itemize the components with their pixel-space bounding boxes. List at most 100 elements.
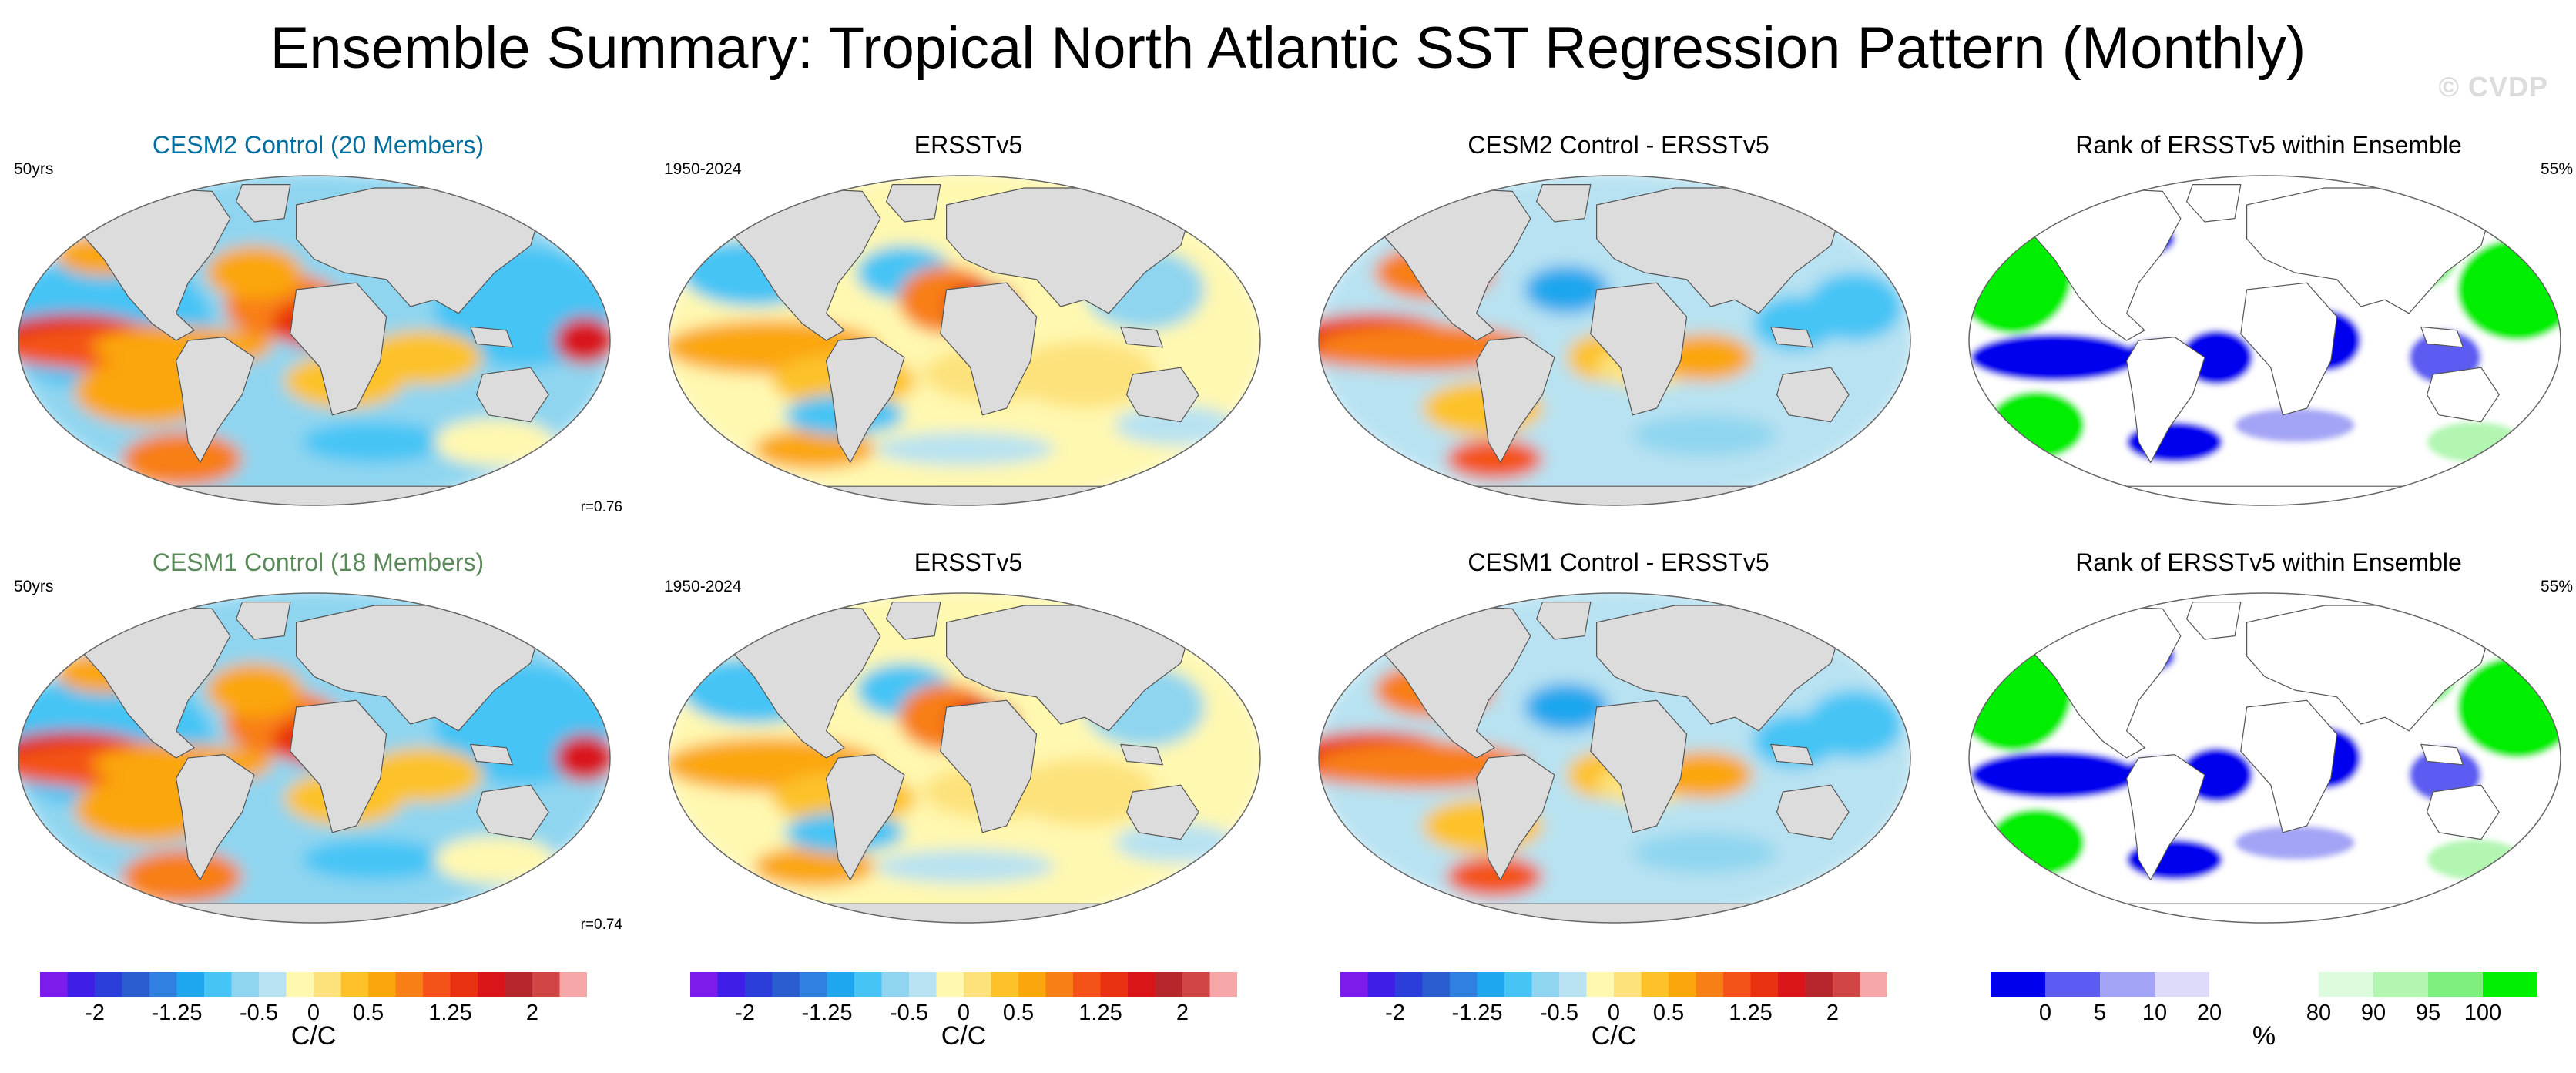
period-label: 1950-2024 xyxy=(664,160,742,178)
land-australia xyxy=(1125,784,1199,840)
colorbar-swatch xyxy=(95,972,122,997)
colorbar-swatch xyxy=(314,972,341,997)
colorbar-swatch xyxy=(1155,972,1183,997)
land-greenland xyxy=(1536,602,1592,640)
colorbar-swatch xyxy=(478,972,505,997)
land-antarctica xyxy=(1446,485,1784,505)
land-samerica xyxy=(176,337,255,463)
land-greenland xyxy=(886,184,941,223)
world-map xyxy=(1968,175,2561,506)
colorbar-swatch xyxy=(505,972,533,997)
colorbar-swatch xyxy=(559,972,587,997)
colorbar-swatch xyxy=(964,972,991,997)
map-border xyxy=(1968,175,2561,506)
colorbar-swatch xyxy=(745,972,773,997)
colorbar-swatch xyxy=(1450,972,1478,997)
field-anomaly xyxy=(1524,266,1609,314)
land-australia xyxy=(1776,784,1850,840)
land-namerica xyxy=(723,605,881,759)
land-samerica xyxy=(826,337,905,463)
colorbar-swatch xyxy=(1367,972,1396,997)
land-greenland xyxy=(236,602,291,640)
colorbar-swatch xyxy=(1696,972,1724,997)
field-anomaly xyxy=(434,418,555,466)
land-africa xyxy=(940,282,1038,416)
colorbar-tick-label: 0 xyxy=(2039,1001,2051,1023)
colorbar-tick-label: 1.25 xyxy=(1078,1001,1122,1023)
land-greenland xyxy=(236,184,291,223)
land-indonesia xyxy=(470,743,514,766)
colorbar-graphic: -2 -1.25 -0.5 0 0.5 1.25 2 xyxy=(690,972,1237,1023)
land-greenland xyxy=(1536,184,1592,223)
colorbar-swatch xyxy=(1073,972,1101,997)
panel-title: Rank of ERSSTv5 within Ensemble xyxy=(2075,131,2462,159)
land-antarctica xyxy=(146,903,484,923)
land-antarctica xyxy=(146,485,484,505)
colorbar-swatch xyxy=(2428,972,2484,997)
map-border xyxy=(1318,592,1911,924)
colorbar-swatch xyxy=(772,972,800,997)
land-samerica xyxy=(1476,337,1555,463)
map-panel-obs: ERSSTv5 1950-2024 xyxy=(664,129,1273,530)
land-africa xyxy=(290,699,387,833)
field-anomaly xyxy=(1632,832,1777,873)
colorbar-swatch xyxy=(991,972,1019,997)
land-australia xyxy=(1776,367,1850,423)
colorbar-tick-label: -1.25 xyxy=(1451,1001,1502,1023)
land-namerica xyxy=(723,187,881,341)
colorbar-swatch xyxy=(1340,972,1368,997)
field-anomaly xyxy=(206,245,303,300)
colorbar-swatch xyxy=(1641,972,1669,997)
land-namerica xyxy=(73,187,231,341)
colorbar-sst-3: -2 -1.25 -0.5 0 0.5 1.25 2 C/C xyxy=(1340,969,1887,1054)
colorbar-tick-label: -0.5 xyxy=(1540,1001,1578,1023)
colorbar-tick-label: -1.25 xyxy=(801,1001,852,1023)
field-anomaly xyxy=(874,431,1055,466)
land-indonesia xyxy=(1770,743,1814,766)
colorbar-swatch xyxy=(1018,972,1046,997)
colorbar-units: C/C xyxy=(941,1021,987,1051)
field-anomaly xyxy=(1012,340,1157,408)
field-anomaly xyxy=(1806,273,1903,340)
colorbar-swatch xyxy=(340,972,369,997)
colorbar-tick-label: -2 xyxy=(735,1001,755,1023)
land-samerica xyxy=(1476,754,1555,880)
watermark: © CVDP xyxy=(2438,71,2548,102)
colorbar-tick-label: -0.5 xyxy=(240,1001,278,1023)
land-namerica xyxy=(73,605,231,759)
field-anomaly xyxy=(302,421,447,463)
colorbar-swatch xyxy=(231,972,260,997)
colorbar-swatch xyxy=(1045,972,1074,997)
field-anomaly xyxy=(1446,856,1543,897)
pattern-correlation: r=0.76 xyxy=(580,499,622,515)
land-antarctica xyxy=(2096,903,2434,923)
land-greenland xyxy=(886,602,941,640)
colorbar-swatch xyxy=(1531,972,1560,997)
colorbar-tick-label: 2 xyxy=(526,1001,538,1023)
colorbar-swatch xyxy=(395,972,424,997)
figure-title: Ensemble Summary: Tropical North Atlanti… xyxy=(270,15,2306,81)
colorbar-swatch xyxy=(40,972,68,997)
colorbar-swatch xyxy=(2209,972,2265,997)
colorbar-swatch xyxy=(176,972,205,997)
field-anomaly xyxy=(2235,826,2355,860)
map-panel-obs: ERSSTv5 1950-2024 xyxy=(664,547,1273,947)
colorbar-tick-label: 10 xyxy=(2142,1001,2167,1023)
field-anomaly xyxy=(206,662,303,718)
colorbar-swatch xyxy=(286,972,314,997)
colorbar-swatch xyxy=(1805,972,1833,997)
land-antarctica xyxy=(1446,903,1784,923)
colorbar-swatch xyxy=(909,972,937,997)
world-map xyxy=(668,175,1261,506)
colorbar-swatch xyxy=(1477,972,1505,997)
world-map xyxy=(1318,175,1911,506)
colorbar-swatch xyxy=(1209,972,1237,997)
colorbar-swatch xyxy=(450,972,478,997)
panel-title: CESM2 Control (20 Members) xyxy=(152,131,485,159)
field-anomaly xyxy=(362,747,483,803)
colorbar-tick-label: 20 xyxy=(2197,1001,2222,1023)
map-border xyxy=(668,592,1261,924)
field-anomaly xyxy=(122,431,243,487)
colorbar-tick-label: 1.25 xyxy=(428,1001,471,1023)
land-namerica xyxy=(2024,187,2182,341)
